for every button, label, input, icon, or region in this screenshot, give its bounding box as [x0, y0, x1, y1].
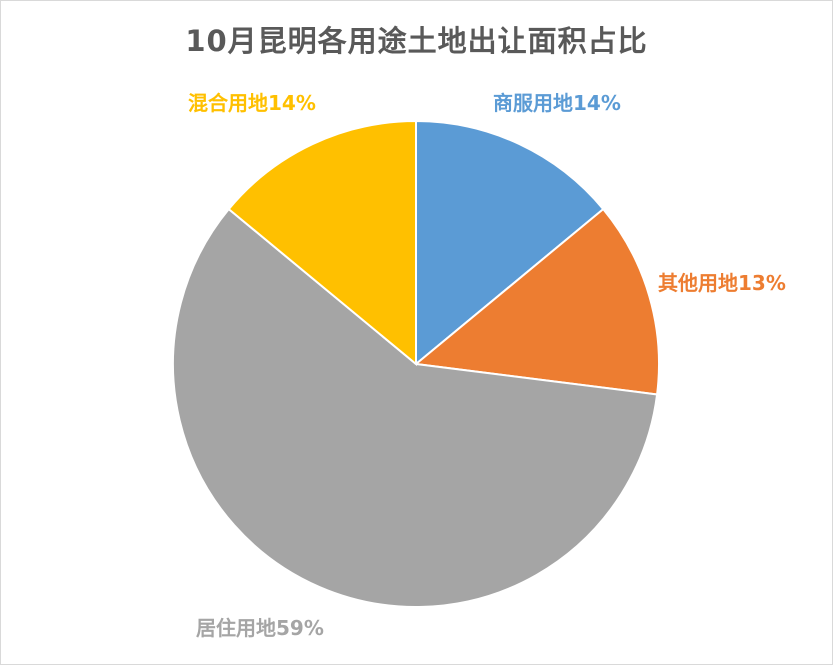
data-label-other: 其他用地13%	[658, 271, 786, 295]
data-label-mixed: 混合用地14%	[188, 91, 316, 115]
pie-slice-mixed	[227, 119, 417, 367]
pie-slice-other	[413, 207, 660, 396]
pie-slice-residential	[172, 207, 659, 608]
chart-title: 10月昆明各用途土地出让面积占比	[185, 24, 648, 58]
data-label-residential: 居住用地59%	[196, 616, 324, 640]
pie-slice-commercial	[415, 119, 605, 367]
data-label-commercial: 商服用地14%	[493, 91, 621, 115]
